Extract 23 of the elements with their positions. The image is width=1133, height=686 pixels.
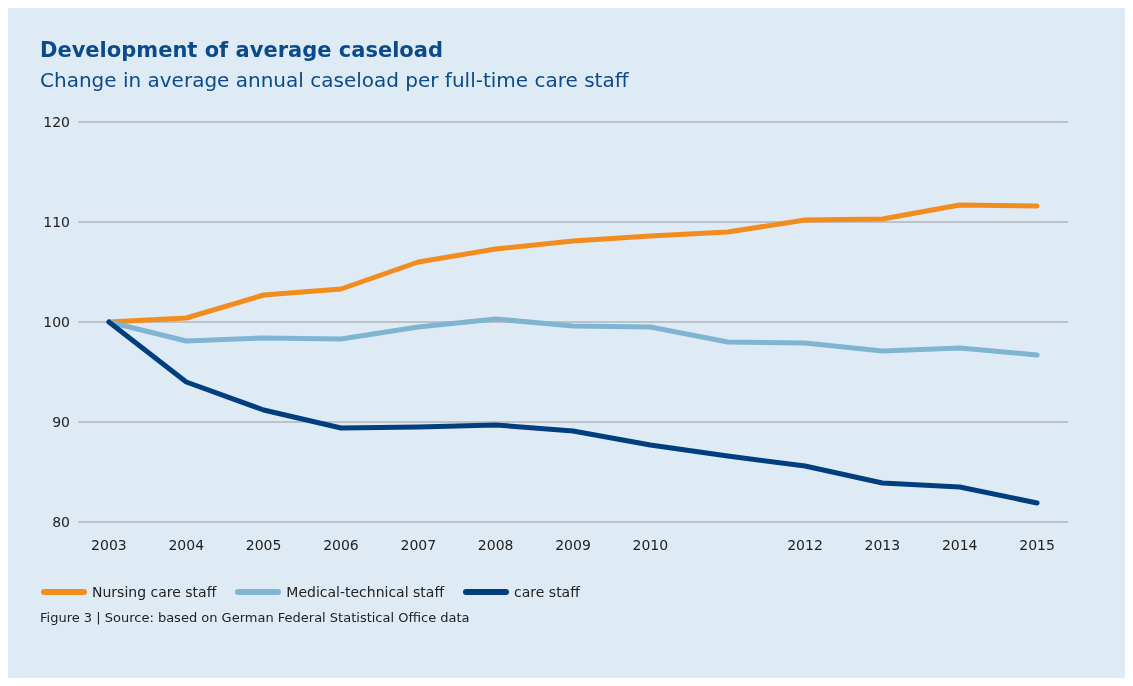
x-tick-label: 2012 bbox=[787, 536, 823, 553]
y-tick-label: 110 bbox=[43, 213, 70, 230]
legend-label: Nursing care staff bbox=[92, 584, 217, 600]
legend-label: care staff bbox=[514, 584, 580, 600]
chart-title: Development of average caseload bbox=[39, 38, 444, 62]
x-tick-label: 2013 bbox=[864, 536, 901, 553]
caption: Figure 3 | Source: based on German Federal Statistical Office data bbox=[39, 610, 471, 625]
y-tick-label: 90 bbox=[52, 413, 70, 430]
chart-subtitle: Change in average annual caseload per full-time care staff bbox=[39, 68, 630, 92]
x-tick-label: 2005 bbox=[245, 536, 282, 553]
x-tick-label: 2007 bbox=[400, 536, 437, 553]
legend-label: Medical-technical staff bbox=[286, 584, 445, 600]
y-tick-label: 120 bbox=[43, 113, 70, 130]
x-tick-label: 2010 bbox=[632, 536, 669, 553]
x-tick-label: 2014 bbox=[941, 536, 978, 553]
x-tick-label: 2015 bbox=[1019, 536, 1055, 553]
x-tick-label: 2003 bbox=[91, 536, 127, 553]
y-tick-label: 100 bbox=[43, 313, 70, 330]
x-tick-label: 2008 bbox=[477, 536, 514, 553]
x-tick-label: 2006 bbox=[323, 536, 359, 553]
x-tick-label: 2004 bbox=[168, 536, 205, 553]
x-tick-label: 2009 bbox=[555, 536, 591, 553]
y-tick-label: 80 bbox=[52, 513, 70, 530]
